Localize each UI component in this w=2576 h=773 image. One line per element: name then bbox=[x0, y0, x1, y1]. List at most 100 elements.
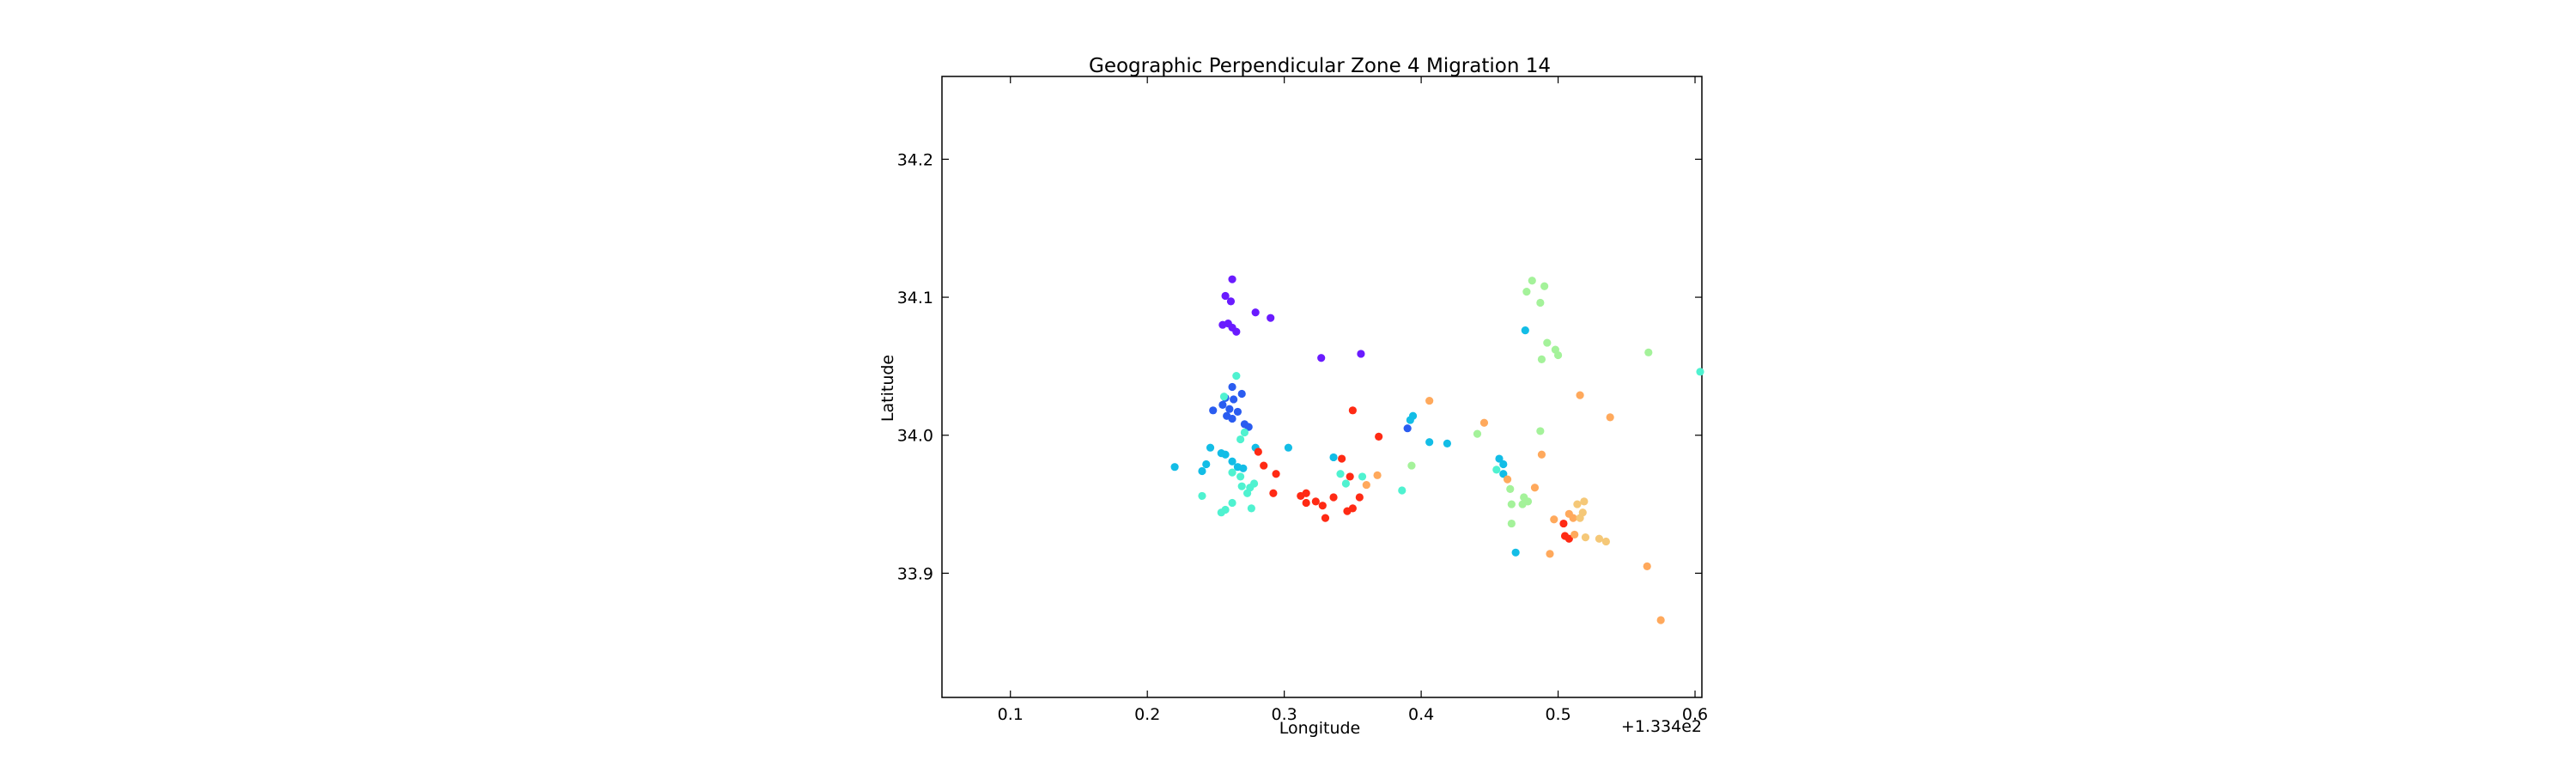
data-point bbox=[1573, 500, 1582, 508]
data-point bbox=[1228, 457, 1236, 466]
chart-title: Geographic Perpendicular Zone 4 Migratio… bbox=[1089, 55, 1551, 77]
data-point bbox=[1318, 502, 1327, 510]
y-tick-label: 33.9 bbox=[897, 564, 933, 583]
data-point bbox=[1198, 466, 1206, 476]
data-point bbox=[1362, 480, 1370, 490]
data-point bbox=[1317, 354, 1326, 362]
data-point bbox=[1564, 534, 1573, 543]
data-point bbox=[1209, 406, 1218, 415]
data-point bbox=[1503, 475, 1512, 484]
data-point bbox=[1249, 479, 1259, 488]
y-axis-label: Latitude bbox=[878, 355, 897, 422]
data-point bbox=[1559, 519, 1568, 528]
data-point bbox=[1580, 497, 1589, 506]
data-point bbox=[1546, 550, 1554, 558]
data-point bbox=[1507, 519, 1516, 528]
data-point bbox=[1537, 355, 1546, 363]
data-point bbox=[1407, 461, 1416, 470]
data-point bbox=[1530, 484, 1540, 492]
data-point bbox=[1236, 472, 1245, 481]
data-point bbox=[1269, 489, 1278, 497]
data-point bbox=[1230, 395, 1238, 404]
data-point bbox=[1219, 393, 1229, 401]
y-tick-label: 34.1 bbox=[897, 289, 933, 307]
data-point bbox=[1569, 514, 1577, 522]
data-point bbox=[1228, 498, 1236, 508]
data-point bbox=[1240, 428, 1249, 437]
data-point bbox=[1528, 277, 1536, 285]
data-point bbox=[1302, 498, 1310, 508]
data-point bbox=[1553, 350, 1563, 360]
data-point bbox=[1576, 514, 1584, 522]
x-axis-label: Longitude bbox=[1279, 719, 1361, 738]
x-axis-ticks: 0.1 0.2 0.3 0.4 0.5 0.6 bbox=[998, 76, 1708, 724]
x-tick-label: 0.1 bbox=[998, 705, 1024, 724]
data-point bbox=[1523, 497, 1533, 506]
y-axis-ticks: 33.9 34.0 34.1 34.2 bbox=[897, 150, 1702, 583]
data-point bbox=[1443, 439, 1452, 447]
data-point bbox=[1601, 537, 1610, 546]
data-point bbox=[1696, 368, 1704, 376]
data-point bbox=[1537, 450, 1546, 459]
data-point bbox=[1251, 308, 1260, 317]
data-point bbox=[1260, 461, 1268, 470]
data-point bbox=[1272, 470, 1280, 478]
data-point bbox=[1239, 464, 1248, 472]
data-point bbox=[1221, 450, 1230, 459]
scatter-points bbox=[1170, 275, 1704, 624]
data-point bbox=[1233, 407, 1242, 417]
data-point bbox=[1228, 414, 1236, 423]
data-point bbox=[1336, 470, 1345, 478]
y-tick-label: 34.0 bbox=[897, 427, 933, 446]
data-point bbox=[1644, 348, 1653, 356]
data-point bbox=[1522, 288, 1531, 296]
data-point bbox=[1543, 338, 1552, 347]
data-point bbox=[1329, 493, 1338, 502]
data-point bbox=[1228, 468, 1236, 477]
data-point bbox=[1571, 530, 1579, 539]
data-point bbox=[1606, 413, 1614, 422]
data-point bbox=[1595, 534, 1604, 543]
data-point bbox=[1357, 350, 1365, 358]
data-point bbox=[1244, 423, 1253, 431]
data-point bbox=[1346, 472, 1354, 481]
data-point bbox=[1656, 616, 1665, 624]
data-point bbox=[1221, 291, 1230, 301]
data-point bbox=[1521, 326, 1529, 335]
data-point bbox=[1540, 282, 1549, 290]
data-point bbox=[1348, 406, 1357, 415]
data-point bbox=[1576, 391, 1584, 399]
x-tick-label: 0.3 bbox=[1272, 705, 1297, 724]
data-point bbox=[1311, 497, 1320, 506]
data-point bbox=[1232, 327, 1241, 336]
data-point bbox=[1425, 396, 1434, 405]
data-point bbox=[1358, 472, 1367, 481]
data-point bbox=[1198, 491, 1206, 501]
data-point bbox=[1550, 515, 1558, 524]
x-axis-offset-label: +1.334e2 bbox=[1621, 717, 1702, 736]
data-point bbox=[1267, 313, 1275, 322]
data-point bbox=[1536, 298, 1545, 307]
data-point bbox=[1506, 484, 1515, 493]
data-point bbox=[1321, 514, 1330, 522]
data-point bbox=[1202, 460, 1211, 469]
data-point bbox=[1341, 479, 1351, 488]
data-point bbox=[1329, 453, 1338, 462]
data-point bbox=[1206, 443, 1215, 452]
data-point bbox=[1338, 454, 1346, 463]
data-point bbox=[1643, 562, 1651, 570]
data-point bbox=[1225, 405, 1234, 413]
data-point bbox=[1375, 432, 1383, 441]
data-point bbox=[1499, 460, 1508, 469]
data-point bbox=[1228, 275, 1236, 283]
data-point bbox=[1511, 548, 1520, 557]
data-point bbox=[1473, 429, 1482, 438]
data-point bbox=[1237, 389, 1246, 399]
x-tick-label: 0.2 bbox=[1134, 705, 1160, 724]
data-point bbox=[1247, 504, 1255, 513]
data-point bbox=[1425, 438, 1434, 447]
data-point bbox=[1355, 493, 1364, 502]
data-point bbox=[1348, 504, 1357, 513]
